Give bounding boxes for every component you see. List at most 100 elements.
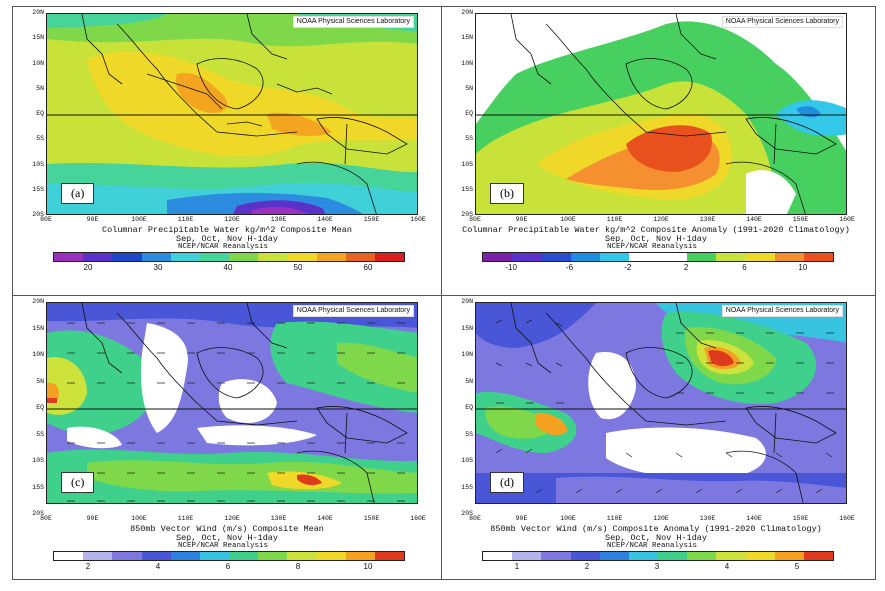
lat-tick-label: 10S (32, 160, 44, 168)
lat-tick-label: 10S (461, 160, 473, 168)
colorbar-tick-label: 4 (724, 562, 730, 571)
lat-tick-label: 20S (32, 510, 44, 517)
plot-title: 850mb Vector Wind (m/s) Composite Anomal… (490, 524, 822, 534)
lon-tick-label: 110E (177, 515, 194, 522)
lon-tick-label: 120E (653, 216, 669, 223)
lon-tick-label: 80E (40, 216, 52, 223)
reanalysis-label: NCEP/NCAR Reanalysis (607, 243, 698, 251)
lat-tick-label: 5S (36, 135, 44, 143)
lat-tick-label: 20S (32, 211, 44, 218)
lon-tick-label: 100E (560, 216, 576, 223)
colorbar-swatch (258, 552, 288, 560)
lat-tick-label: 10N (32, 59, 44, 67)
lon-tick-label: 80E (469, 216, 481, 223)
panel-a-precipitable-water-mean: NOAA Physical Sciences Laboratory (a) 20… (13, 7, 441, 293)
lon-tick-label: 120E (224, 216, 240, 223)
colorbar-tick-label: 50 (293, 263, 303, 272)
colorbar (53, 551, 405, 561)
lon-tick-label: 160E (839, 515, 855, 522)
colorbar-tick-label: 2 (683, 263, 689, 272)
lat-tick-label: 15S (32, 185, 44, 193)
colorbar-swatch (345, 552, 375, 560)
lat-tick-label: 10S (461, 457, 473, 464)
colorbar-swatch (774, 552, 804, 560)
colorbar-swatch (628, 253, 659, 261)
lon-tick-label: 150E (363, 515, 380, 522)
colorbar-swatch (599, 253, 629, 261)
colorbar-swatch (658, 253, 688, 261)
lon-tick-label: 140E (746, 216, 762, 223)
colorbar-swatch (512, 253, 542, 261)
colorbar-swatch (170, 253, 200, 261)
colorbar-tick-label: 30 (153, 263, 163, 272)
panel-label: (d) (490, 472, 524, 493)
lon-tick-label: 110E (177, 216, 194, 223)
colorbar-swatch (374, 253, 405, 261)
lat-tick-label: 10S (32, 457, 44, 464)
colorbar-tick-label: 2 (85, 562, 91, 571)
colorbar (482, 252, 834, 262)
lon-tick-label: 150E (792, 216, 809, 223)
colorbar-swatch (483, 253, 513, 261)
lon-tick-label: 110E (606, 515, 623, 522)
lat-tick-label: 5N (36, 84, 44, 92)
lat-tick-label: EQ (465, 404, 473, 411)
colorbar-swatch (170, 552, 200, 560)
lat-tick-label: 10N (461, 59, 473, 67)
colorbar-tick-label: 8 (295, 562, 301, 571)
lon-tick-label: 120E (653, 515, 669, 522)
colorbar-swatch (570, 253, 600, 261)
colorbar-swatch (716, 552, 746, 560)
colorbar-swatch (570, 552, 600, 560)
lat-tick-label: 15N (461, 324, 473, 332)
source-credit: NOAA Physical Sciences Laboratory (292, 305, 414, 317)
panel-c-wind-mean: NOAA Physical Sciences Laboratory (c) 20… (13, 296, 441, 582)
plot-title: Columnar Precipitable Water kg/m^2 Compo… (102, 225, 352, 235)
colorbar-swatch (803, 253, 834, 261)
colorbar-swatch (112, 552, 142, 560)
plot-subtitle: Sep, Oct, Nov H-1day (604, 533, 708, 543)
colorbar-swatch (199, 253, 230, 261)
colorbar-swatch (229, 552, 259, 560)
lon-tick-label: 150E (363, 216, 380, 223)
colorbar-swatch (199, 552, 230, 560)
colorbar-tick-label: 1 (514, 562, 520, 571)
colorbar-swatch (512, 552, 542, 560)
lat-tick-label: 15N (461, 34, 473, 42)
colorbar-swatch (745, 253, 775, 261)
map-a: NOAA Physical Sciences Laboratory (a) (46, 13, 418, 215)
plot-subtitle: Sep, Oct, Nov H-1day (604, 234, 708, 244)
panel-label: (c) (61, 472, 95, 493)
lon-tick-label: 90E (515, 216, 528, 223)
colorbar-tick-label: 2 (584, 562, 590, 571)
lon-tick-label: 130E (270, 515, 287, 522)
lon-tick-label: 90E (86, 515, 99, 522)
colorbar-swatch (54, 552, 84, 560)
lon-tick-label: 120E (224, 515, 240, 522)
colorbar-swatch (258, 253, 288, 261)
colorbar-swatch (774, 253, 804, 261)
lon-tick-label: 90E (515, 515, 528, 522)
lon-tick-label: 160E (410, 216, 426, 223)
colorbar-swatch (687, 552, 717, 560)
lon-tick-label: 160E (410, 515, 426, 522)
colorbar-tick-label: 4 (155, 562, 161, 571)
source-credit: NOAA Physical Sciences Laboratory (721, 16, 843, 28)
lon-tick-label: 160E (839, 216, 855, 223)
lat-tick-label: 15N (32, 34, 44, 42)
map-b: NOAA Physical Sciences Laboratory (b) (475, 13, 847, 215)
plot-subtitle: Sep, Oct, Nov H-1day (175, 234, 279, 244)
lat-tick-label: 20N (32, 298, 44, 305)
lat-tick-label: EQ (36, 404, 44, 411)
figure-frame (12, 6, 876, 580)
reanalysis-label: NCEP/NCAR Reanalysis (607, 542, 698, 550)
lon-tick-label: 100E (131, 515, 147, 522)
lat-tick-label: 5N (465, 84, 473, 92)
panel-b-precipitable-water-anomaly: NOAA Physical Sciences Laboratory (b) 20… (442, 7, 870, 293)
colorbar-swatch (745, 552, 775, 560)
lon-tick-label: 130E (699, 515, 716, 522)
lat-tick-label: EQ (36, 110, 44, 117)
panel-divider-vertical (441, 6, 442, 580)
reanalysis-label: NCEP/NCAR Reanalysis (178, 243, 269, 251)
lat-tick-label: 5S (36, 430, 44, 438)
